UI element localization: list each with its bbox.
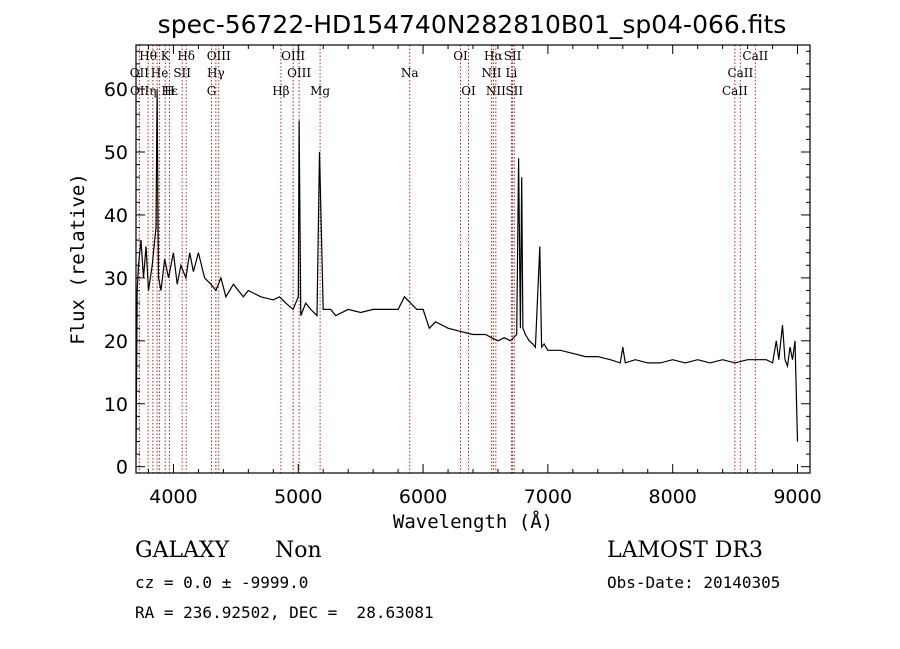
y-axis-label: Flux (relative) — [67, 173, 89, 345]
marker-label-1: K — [161, 49, 171, 63]
marker-label-5: OI — [453, 49, 468, 63]
marker-label-28: CaII — [722, 84, 748, 98]
marker-label-12: Hγ — [207, 66, 225, 80]
marker-label-13: OIII — [287, 66, 311, 80]
x-tick-label-2: 6000 — [399, 486, 447, 508]
marker-label-3: OIII — [207, 49, 231, 63]
marker-label-9: OII — [130, 66, 150, 80]
marker-label-2: Hδ — [177, 49, 195, 63]
y-tick-label-5: 50 — [104, 142, 128, 164]
marker-label-16: Li — [506, 66, 518, 80]
marker-label-22: G — [207, 84, 217, 98]
y-tick-label-4: 40 — [104, 205, 128, 227]
marker-label-19: Hε — [161, 84, 178, 98]
marker-label-20: η — [149, 84, 156, 98]
marker-label-7: SII — [504, 49, 522, 63]
redshift-text: cz = 0.0 ± -9999.0 — [135, 573, 309, 592]
marker-label-10: He — [151, 66, 169, 80]
x-tick-label-5: 9000 — [773, 486, 821, 508]
marker-label-21: H — [164, 84, 174, 98]
object-class: GALAXY — [135, 538, 230, 563]
spectrum-line — [135, 89, 799, 455]
survey-name: LAMOST DR3 — [607, 538, 763, 563]
x-tick-label-1: 5000 — [274, 486, 322, 508]
marker-label-14: Na — [401, 66, 419, 80]
marker-label-26: NII — [486, 84, 506, 98]
y-axis: 0 10 20 30 40 50 60 — [104, 50, 810, 479]
marker-label-23: Hβ — [272, 84, 289, 98]
y-tick-label-2: 20 — [104, 331, 128, 353]
y-tick-label-6: 60 — [104, 79, 128, 101]
marker-label-0: Hθ — [139, 49, 157, 63]
marker-label-4: OIII — [281, 49, 305, 63]
y-tick-label-0: 0 — [116, 457, 128, 479]
marker-label-18: OII — [130, 84, 150, 98]
chart-title: spec-56722-HD154740N282810B01_sp04-066.f… — [158, 10, 787, 39]
marker-label-11: SII — [173, 66, 191, 80]
y-tick-label-3: 30 — [104, 268, 128, 290]
marker-label-6: Hα — [484, 49, 503, 63]
marker-label-8: CaII — [742, 49, 768, 63]
marker-label-25: OI — [461, 84, 476, 98]
x-tick-label-3: 7000 — [524, 486, 572, 508]
x-tick-label-0: 4000 — [149, 486, 197, 508]
marker-label-17: CaII — [727, 66, 753, 80]
x-axis-label: Wavelength (Å) — [393, 510, 553, 533]
marker-label-27: SII — [505, 84, 523, 98]
marker-label-24: Mg — [310, 84, 330, 98]
x-tick-label-4: 8000 — [649, 486, 697, 508]
object-subclass: Non — [275, 538, 322, 563]
plot-frame — [135, 44, 811, 474]
x-axis: 4000 5000 6000 7000 8000 9000 — [147, 45, 822, 508]
coordinates-text: RA = 236.92502, DEC = 28.63081 — [135, 603, 434, 622]
observation-date: Obs-Date: 20140305 — [607, 573, 781, 592]
y-tick-label-1: 10 — [104, 394, 128, 416]
marker-label-15: NII — [481, 66, 501, 80]
